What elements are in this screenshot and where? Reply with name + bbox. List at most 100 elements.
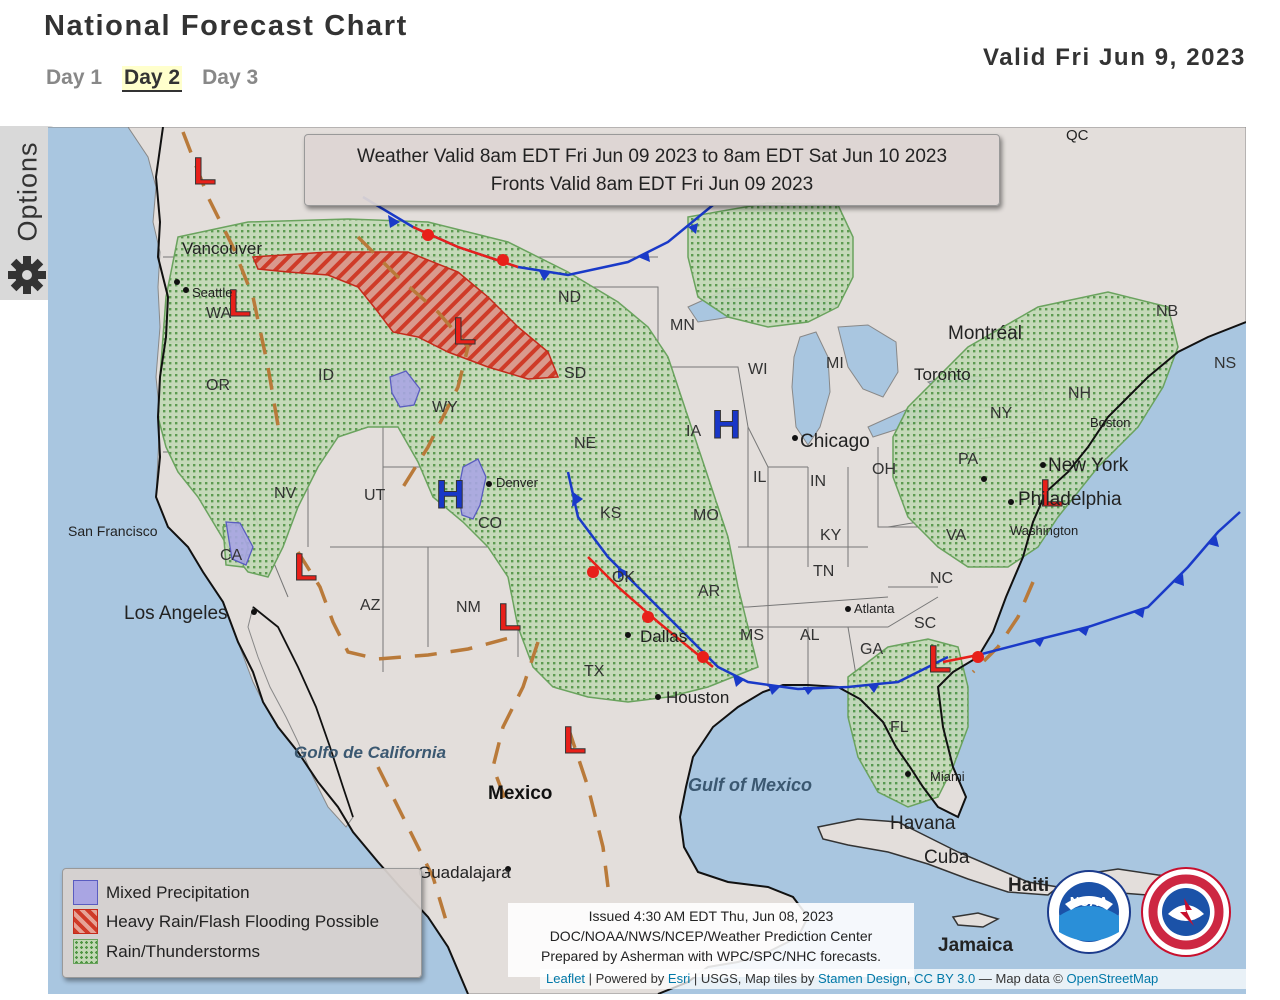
city-label: Chicago [800,431,870,452]
state-label: WA [206,305,232,322]
forecaster-credit: Prepared by Asherman with WPC/SPC/NHC fo… [540,948,881,964]
state-label: KS [600,505,622,522]
map-attribution: Leaflet | Powered by Esri | USGS, Map ti… [540,969,1246,989]
low-pressure-symbol: L [927,639,952,682]
heavy-rain-area [251,251,560,380]
city-label: Cuba [924,847,970,868]
state-label: WI [748,361,768,378]
cold-front-barbs [388,215,1219,695]
city-label: Jamaica [938,935,1014,956]
osm-link[interactable]: OpenStreetMap [1066,971,1159,986]
city-label: Montréal [948,323,1022,344]
tab-day-1[interactable]: Day 1 [46,66,103,89]
city-label: Denver [496,475,538,490]
noaa-logo: NOAA [1047,870,1131,954]
weather-valid-text: Weather Valid 8am EDT Fri Jun 09 2023 to… [356,146,948,167]
state-label: OK [612,569,636,586]
tab-day-3[interactable]: Day 3 [202,66,259,89]
state-label: KY [820,527,842,544]
low-pressure-symbol: L [497,597,522,640]
low-pressure-symbol: L [192,151,217,194]
page-title: National Forecast Chart [44,10,408,42]
state-label: WY [432,399,458,416]
state-label: IA [686,423,702,440]
gulf-coastline [657,321,1246,994]
state-label: FL [890,719,909,736]
low-pressure-symbol: L [1039,473,1064,516]
fronts-valid-text: Fronts Valid 8am EDT Fri Jun 09 2023 [490,174,814,195]
rain-thunderstorm-areas [157,202,1179,808]
leaflet-link[interactable]: Leaflet [546,971,586,986]
city-label: Boston [1090,415,1131,430]
state-label: NE [574,435,597,452]
city-label: New York [1048,455,1129,476]
state-label: MS [740,627,764,644]
low-pressure-symbol: L [293,547,318,590]
city-label: Toronto [914,365,971,384]
high-pressure-symbol: H [436,473,466,518]
city-label: Washington [1010,523,1079,538]
baja-coastline [252,606,354,818]
city-label: Atlanta [854,601,895,616]
state-label: NS [1214,355,1237,372]
tab-day-2[interactable]: Day 2 [122,66,183,92]
jamaica-island [951,912,1000,928]
warm-front-lines [412,225,979,668]
day-tabs: Day 1 Day 2 Day 3 [44,66,260,92]
state-label: OH [872,461,896,478]
issuing-office: DOC/NOAA/NWS/NCEP/Weather Prediction Cen… [549,928,873,944]
options-panel-toggle[interactable]: Options [0,126,56,300]
legend-label: Mixed Precipitation [106,882,250,902]
state-label: TN [813,563,835,580]
legend-item-flooding: Heavy Rain/Flash Flooding Possible [73,909,379,934]
city-label: Los Angeles [124,603,228,624]
country-label: Mexico [488,783,553,804]
city-label: Miami [930,769,965,784]
state-label: NC [930,570,954,587]
legend-item-mixed: Mixed Precipitation [73,880,250,905]
state-label: UT [364,487,386,504]
state-label: MO [693,507,719,524]
state-label: ID [318,367,334,384]
city-label: Philadelphia [1018,489,1122,510]
state-label: IN [810,473,826,490]
state-label: SC [914,615,937,632]
esri-link[interactable]: Esri [667,971,691,986]
state-label: OR [206,377,230,394]
attr-text: | Powered by [585,971,668,986]
low-pressure-symbol: L [452,311,477,354]
state-label: CO [478,515,502,532]
valid-time-box: Weather Valid 8am EDT Fri Jun 09 2023 to… [304,134,1000,206]
city-label: QC [1066,127,1089,144]
map-canvas [48,127,1246,994]
forecast-map[interactable]: L L L L L L L L H H WA OR ID NV CA UT WY… [48,127,1246,994]
stamen-link[interactable]: Stamen Design [817,971,907,986]
lake-huron [837,324,899,398]
high-pressure-symbol: H [712,403,742,448]
state-label: IL [753,469,767,486]
issued-time: Issued 4:30 AM EDT Thu, Jun 08, 2023 [588,908,834,924]
state-label: NY [990,405,1013,422]
city-label: San Francisco [68,523,158,539]
low-pressure-symbol: L [227,283,252,326]
options-label: Options [12,140,43,242]
noaa-logo-text: NOAA [1070,894,1109,909]
attr-text: | USGS, Map tiles by [690,971,818,986]
nws-logo [1141,867,1231,957]
coastline [154,127,469,994]
state-label: NV [274,485,297,502]
ccby-link[interactable]: CC BY 3.0 [914,971,976,986]
city-label: Guadalajara [418,863,511,882]
water-label: Golfo de California [294,743,447,762]
issued-info-box: Issued 4:30 AM EDT Thu, Jun 08, 2023 DOC… [508,903,914,977]
lake-michigan [791,331,831,446]
low-pressure-symbol: L [562,720,587,763]
city-label: Seattle [192,285,233,300]
state-label: NM [456,599,481,616]
valid-date: Valid Fri Jun 9, 2023 [982,44,1246,71]
flooding-swatch [73,909,98,934]
trough-lines [181,131,1035,928]
state-label: NH [1068,385,1092,402]
state-label: PA [958,451,979,468]
gear-icon [8,256,46,294]
